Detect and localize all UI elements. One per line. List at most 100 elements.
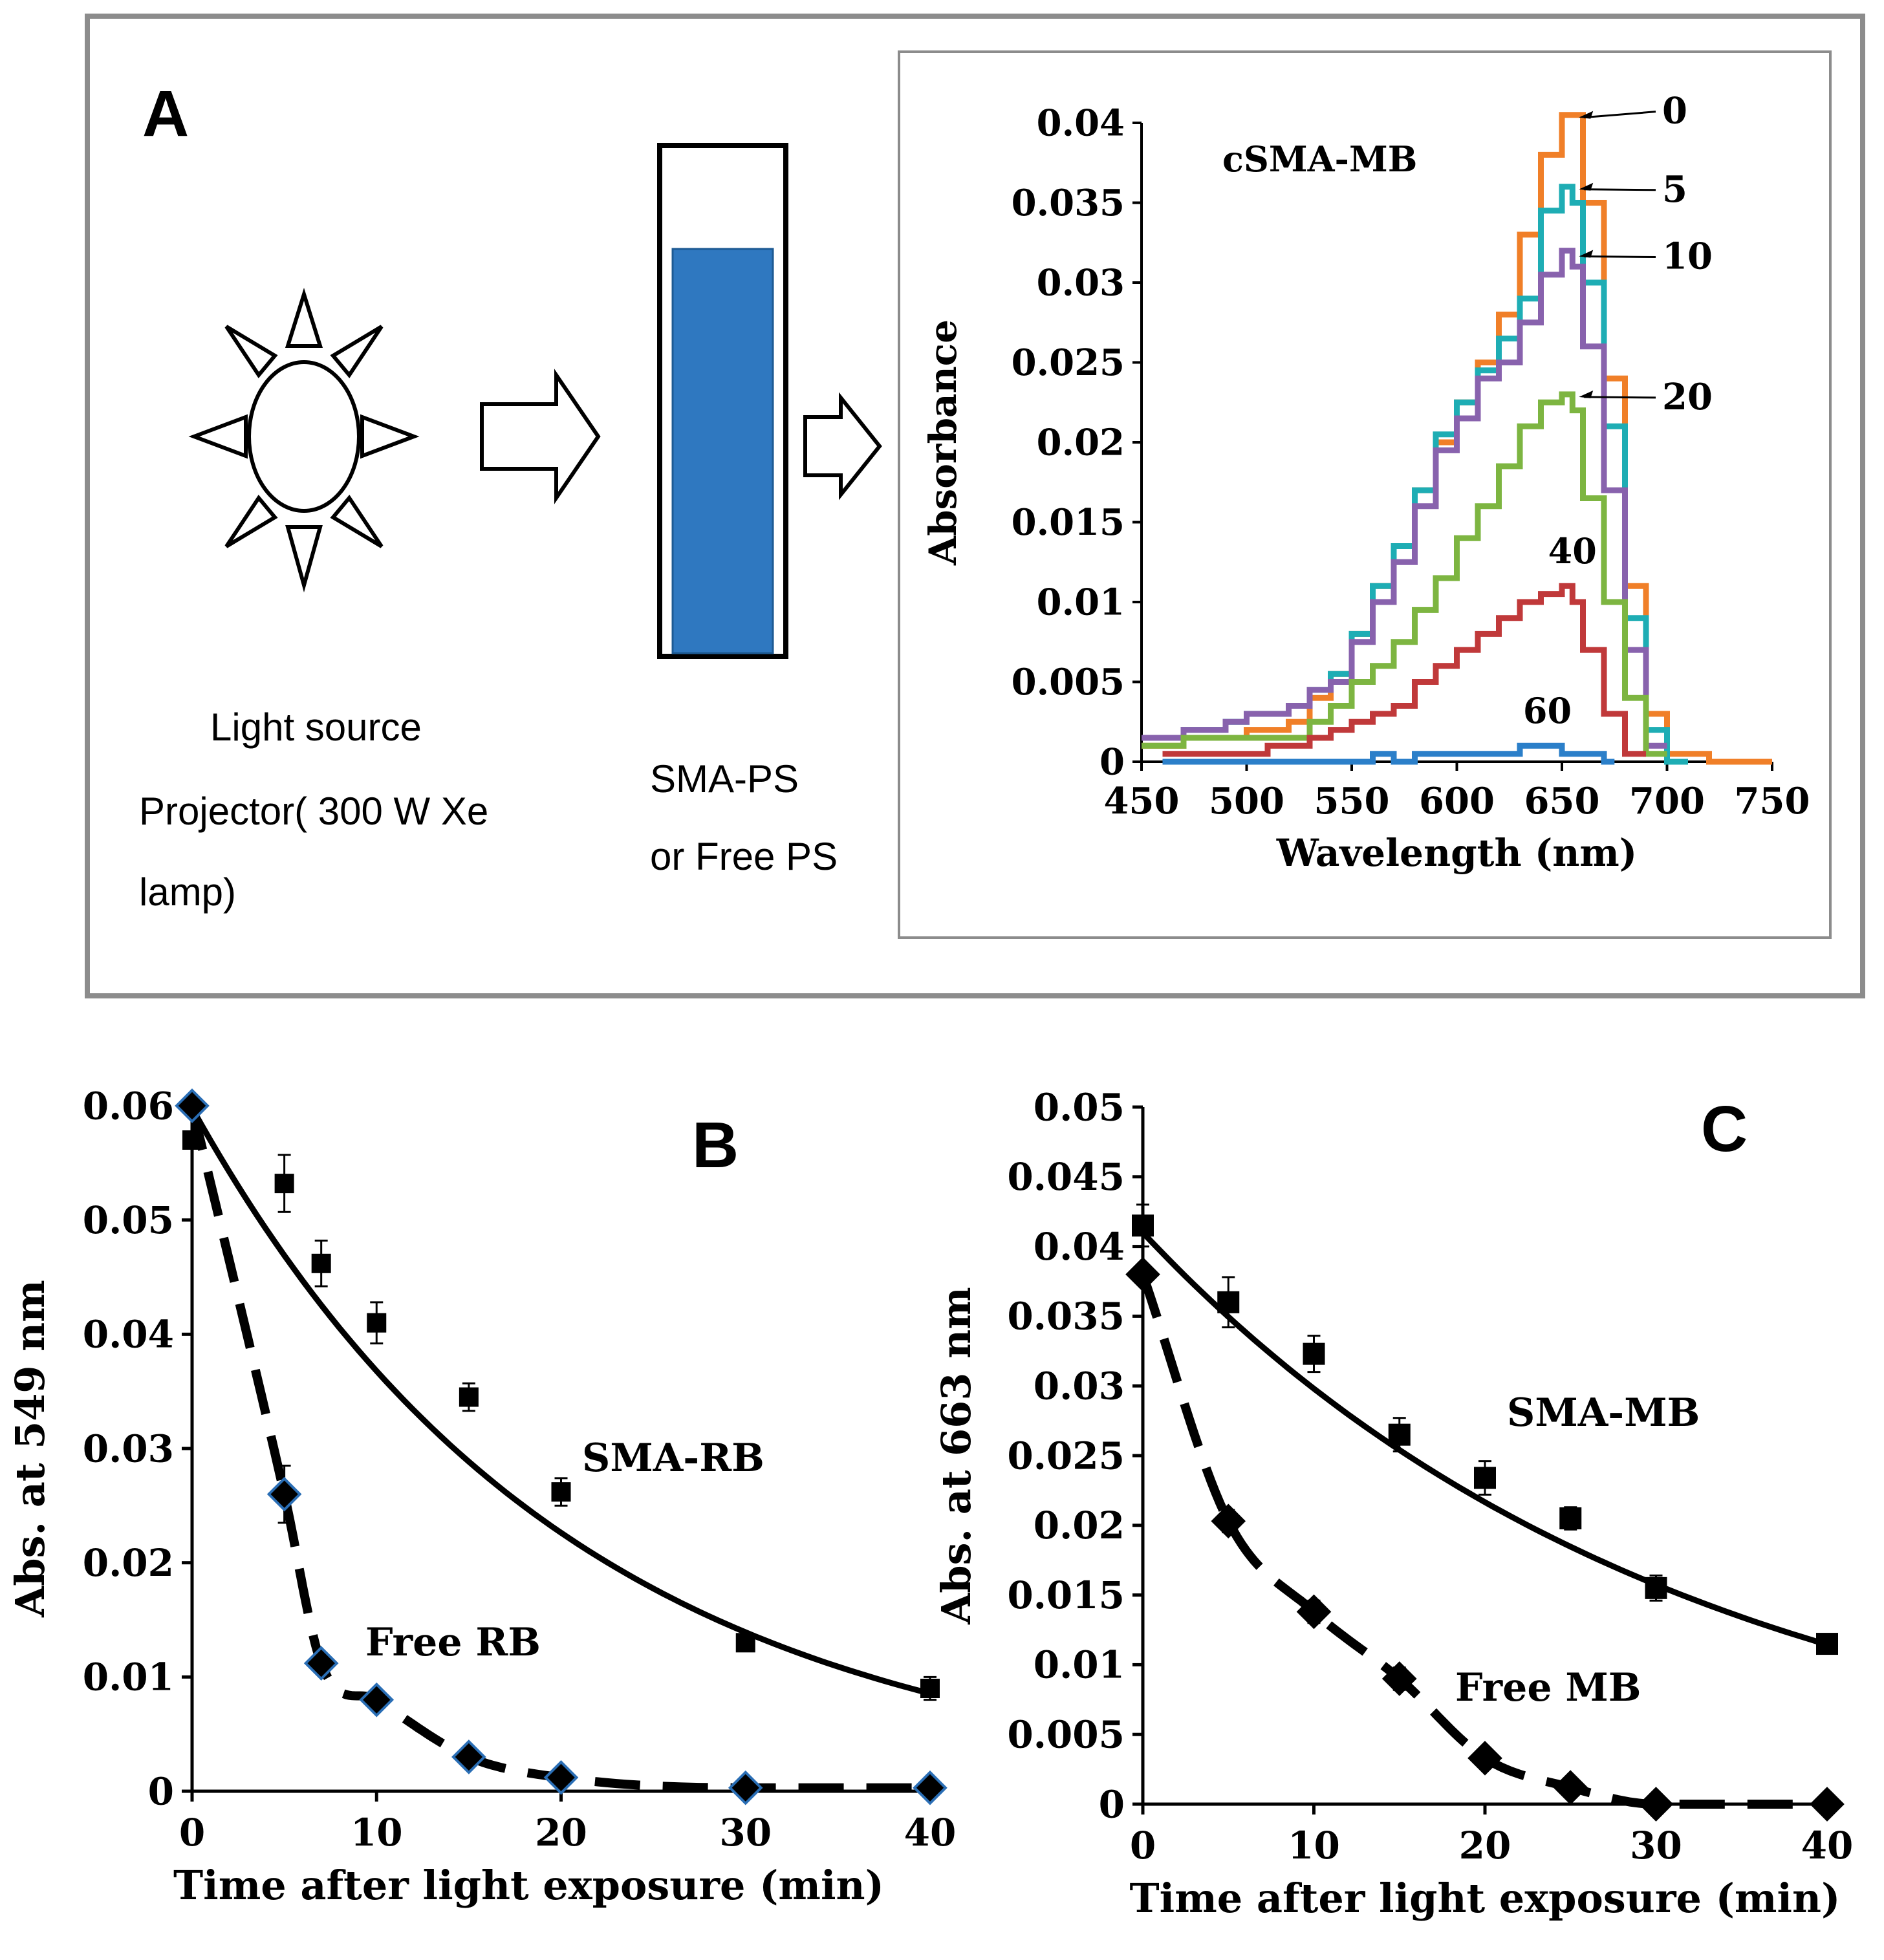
spectrum-line-10-min [1142,248,1667,749]
y-axis-title: Abs. at 663 nm [933,1287,980,1625]
x-tick-label: 450 [1104,780,1180,823]
rb-photobleaching-chart: 0 0.01 0.02 0.03 0.04 0.05 0.06 0 10 20 30 40 Time a… [6,1084,956,1909]
y-tick-label: 0.03 [83,1427,174,1470]
series-label: 10 [1662,235,1713,278]
cuvette-caption: SMA-PS or Free PS [650,757,838,878]
spectrum-inset-frame [898,50,1832,939]
data-point-SMA-MB [1303,1342,1325,1365]
data-point-Free-MB [1211,1503,1246,1539]
series-label: 5 [1662,168,1687,211]
data-point-Free-RB [913,1770,947,1805]
spectrum-line-60-min [1162,742,1615,765]
y-tick-label: 0.04 [1034,1225,1125,1269]
x-tick-label: 600 [1419,780,1495,823]
mb-photobleaching-chart: 0 0.005 0.01 0.015 0.02 0.025 0.03 0.035 0.04 0.0… [933,1085,1853,1922]
y-axis-title: Abs. at 549 nm [6,1280,54,1618]
y-tick-label: 0.035 [1012,182,1125,224]
svg-text:lamp): lamp) [139,870,236,914]
data-point-SMA-RB [735,1633,755,1653]
data-point-Free-RB [543,1760,579,1795]
fit-line-SMA-MB [1140,1230,1828,1648]
arrow-right-icon [803,392,882,501]
cuvette-icon [657,143,788,659]
x-tick-label: 20 [1459,1824,1511,1868]
y-tick-label: 0 [1099,1782,1125,1826]
x-tick-label: 750 [1735,780,1810,823]
y-tick-label: 0.01 [1034,1643,1125,1687]
x-tick-label: 40 [1801,1824,1854,1868]
y-tick-label: 0.015 [1007,1573,1125,1617]
x-tick-label: 650 [1524,780,1600,823]
y-tick-label: 0.02 [83,1541,174,1585]
fit-line-Free-RB [188,1104,930,1793]
series-label: Free RB [365,1620,541,1665]
y-tick-label: 0.015 [1012,501,1125,544]
panel-a-frame [85,14,1865,998]
x-tick-label: 40 [904,1811,957,1855]
label-arrow [1584,111,1656,119]
fit-line-SMA-RB [189,1106,931,1697]
data-point-Free-RB [728,1770,763,1805]
absorbance-spectrum-chart: 0 0.005 0.01 0.015 0.02 0.025 0.03 0.035 0.04 450… [921,90,1810,875]
spectrum-line-40-min [1162,583,1646,757]
panel-a-label: A [142,78,189,150]
label-arrow [1584,396,1656,399]
series-label: SMA-RB [582,1436,764,1481]
svg-text:SMA-PS: SMA-PS [650,757,799,801]
data-point-SMA-RB [182,1130,202,1150]
y-tick-label: 0.06 [83,1084,174,1128]
y-tick-label: 0.05 [83,1198,174,1242]
y-tick-label: 0.02 [1037,422,1125,464]
x-tick-label: 0 [179,1811,205,1855]
label-arrow [1584,188,1656,191]
series-label: 40 [1548,530,1597,572]
data-point-SMA-RB [920,1679,940,1698]
y-tick-label: 0.04 [83,1313,174,1357]
y-tick-label: 0.05 [1034,1085,1125,1129]
data-point-SMA-MB [1388,1423,1411,1446]
sun-icon [188,287,420,593]
y-tick-label: 0.04 [1037,102,1125,145]
x-tick-label: 30 [1630,1824,1682,1868]
data-point-SMA-MB [1645,1577,1667,1599]
series-label: 60 [1523,690,1572,731]
x-tick-label: 30 [719,1811,772,1855]
y-tick-label: 0.01 [83,1655,174,1699]
x-axis-title: Wavelength (nm) [1276,831,1638,875]
data-point-SMA-RB [367,1313,387,1333]
x-axis-title: Time after light exposure (min) [173,1862,884,1909]
y-tick-label: 0.025 [1007,1434,1125,1478]
arrow-right-icon [480,369,601,504]
series-label: 20 [1662,376,1713,418]
svg-text:Projector( 300 W Xe: Projector( 300 W Xe [139,790,488,833]
data-point-SMA-MB [1816,1633,1838,1655]
data-point-SMA-RB [459,1387,479,1407]
data-point-Free-RB [451,1739,486,1774]
data-point-Free-MB [1125,1256,1160,1292]
y-tick-label: 0.005 [1007,1713,1125,1757]
y-tick-label: 0.01 [1037,581,1125,624]
data-point-Free-MB [1381,1661,1417,1696]
y-tick-label: 0 [148,1769,174,1813]
y-tick-label: 0.02 [1034,1503,1125,1547]
y-tick-label: 0.03 [1034,1364,1125,1408]
panel-b-label: B [692,1109,739,1181]
data-point-Free-MB [1810,1787,1845,1822]
y-tick-label: 0.035 [1007,1295,1125,1339]
label-arrowhead [1579,111,1594,119]
data-point-Free-RB [303,1646,339,1681]
x-tick-label: 500 [1209,780,1284,823]
data-point-Free-MB [1467,1741,1502,1776]
y-tick-label: 0.03 [1037,262,1125,305]
data-point-Free-RB [359,1682,395,1718]
data-point-SMA-MB [1217,1291,1240,1313]
series-label: SMA-MB [1507,1390,1700,1436]
panel-c-label: C [1701,1093,1748,1165]
x-tick-label: 0 [1130,1824,1156,1868]
x-tick-label: 550 [1314,780,1390,823]
data-point-SMA-RB [311,1253,331,1273]
data-point-Free-MB [1553,1770,1588,1805]
y-tick-label: 0 [1099,741,1125,784]
y-tick-label: 0.005 [1012,661,1125,704]
